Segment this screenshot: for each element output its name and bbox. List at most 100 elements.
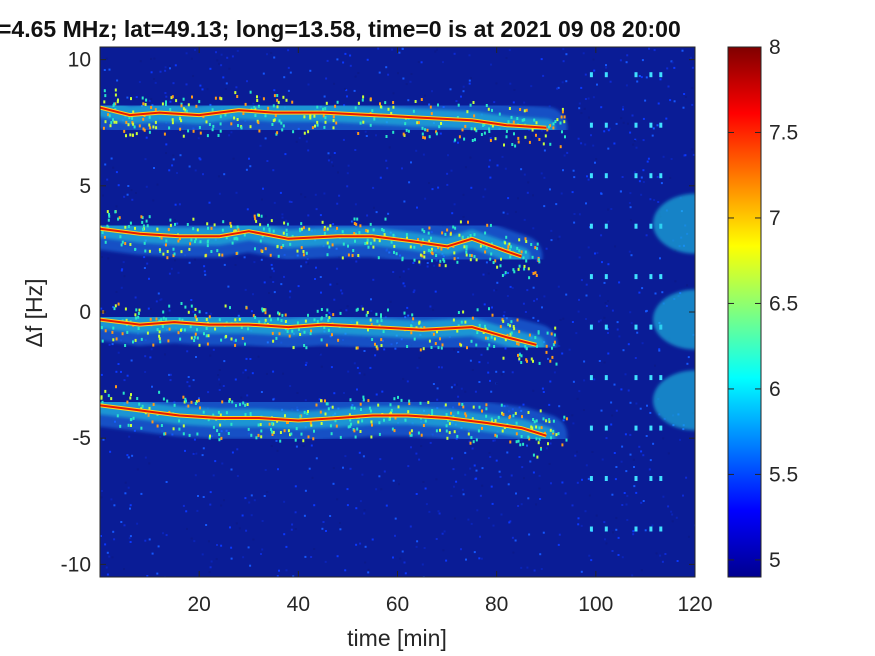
band-speckle — [550, 332, 553, 336]
noise-pixel — [607, 300, 609, 303]
band-speckle — [531, 426, 534, 430]
marker-dot — [649, 577, 652, 582]
noise-pixel — [176, 172, 178, 174]
band-speckle — [280, 245, 283, 249]
marker-dot — [649, 476, 653, 481]
band-speckle — [152, 403, 155, 406]
band-speckle — [320, 308, 323, 311]
noise-pixel — [596, 83, 598, 86]
noise-pixel — [604, 302, 607, 304]
marker-dot — [659, 425, 663, 431]
noise-pixel — [500, 373, 503, 376]
noise-pixel — [647, 157, 650, 160]
band-speckle — [158, 334, 161, 338]
band-speckle — [100, 396, 103, 400]
colorbar-ticks: 55.566.577.58 — [728, 36, 798, 572]
noise-pixel — [355, 543, 358, 546]
band-speckle — [472, 405, 475, 409]
band-speckle — [331, 243, 334, 247]
band-speckle — [172, 427, 175, 431]
noise-pixel — [333, 82, 336, 85]
noise-pixel — [223, 499, 225, 502]
noise-pixel — [249, 165, 252, 168]
band-speckle — [421, 132, 424, 136]
band-speckle — [348, 413, 351, 417]
band-speckle — [504, 338, 507, 342]
marker-dot — [634, 274, 638, 280]
noise-pixel — [641, 59, 644, 62]
band-speckle — [370, 420, 373, 424]
noise-pixel — [380, 488, 383, 491]
band-speckle — [342, 242, 345, 246]
noise-pixel — [558, 405, 561, 408]
noise-pixel — [261, 520, 264, 522]
noise-pixel — [120, 269, 123, 272]
band-speckle — [174, 222, 176, 226]
band-speckle — [464, 320, 467, 324]
band-speckle — [393, 397, 396, 401]
noise-pixel — [177, 271, 180, 274]
noise-pixel — [511, 287, 514, 289]
noise-pixel — [575, 450, 578, 453]
noise-pixel — [126, 374, 129, 377]
band-speckle — [323, 125, 326, 129]
marker-dot — [634, 173, 638, 179]
noise-pixel — [244, 369, 247, 372]
noise-pixel — [277, 468, 279, 471]
band-speckle — [515, 440, 518, 444]
noise-pixel — [416, 206, 418, 209]
band-speckle — [368, 406, 371, 410]
noise-pixel — [503, 311, 506, 314]
band-speckle — [218, 253, 221, 257]
noise-pixel — [671, 513, 674, 516]
band-speckle — [235, 404, 237, 408]
band-speckle — [514, 411, 517, 415]
band-speckle — [120, 243, 123, 247]
noise-pixel — [228, 67, 231, 70]
band-speckle — [93, 403, 95, 406]
noise-pixel — [501, 155, 504, 158]
noise-pixel — [522, 403, 525, 406]
noise-pixel — [655, 552, 658, 555]
band-speckle — [514, 144, 517, 148]
band-speckle — [423, 255, 426, 259]
noise-pixel — [415, 452, 418, 455]
band-speckle — [362, 398, 365, 402]
noise-pixel — [457, 141, 459, 144]
band-speckle — [538, 138, 541, 141]
band-speckle — [234, 318, 237, 322]
noise-pixel — [332, 467, 335, 470]
noise-pixel — [514, 210, 517, 213]
noise-pixel — [432, 383, 435, 385]
noise-pixel — [193, 451, 196, 454]
noise-pixel — [649, 459, 652, 462]
band-speckle — [454, 226, 457, 230]
noise-pixel — [572, 422, 575, 425]
band-speckle — [286, 421, 288, 424]
noise-pixel — [243, 256, 246, 259]
noise-pixel — [451, 212, 454, 215]
noise-pixel — [424, 94, 426, 97]
noise-pixel — [548, 105, 551, 108]
band-speckle — [82, 391, 84, 394]
band-speckle — [303, 131, 306, 135]
noise-pixel — [666, 67, 669, 70]
band-speckle — [352, 249, 355, 252]
band-speckle — [146, 331, 149, 335]
noise-pixel — [386, 167, 389, 170]
noise-pixel — [394, 517, 397, 520]
band-speckle — [95, 320, 97, 323]
band-speckle — [242, 112, 245, 115]
noise-pixel — [128, 537, 131, 540]
band-speckle — [424, 136, 426, 140]
marker-dot — [604, 274, 608, 280]
noise-pixel — [106, 178, 109, 181]
band-speckle — [202, 115, 205, 119]
band-speckle — [516, 341, 518, 345]
band-speckle — [508, 107, 511, 110]
noise-pixel — [475, 477, 478, 480]
noise-pixel — [449, 88, 452, 91]
band-speckle — [258, 213, 260, 217]
noise-pixel — [164, 66, 167, 69]
marker-dot — [604, 223, 608, 229]
